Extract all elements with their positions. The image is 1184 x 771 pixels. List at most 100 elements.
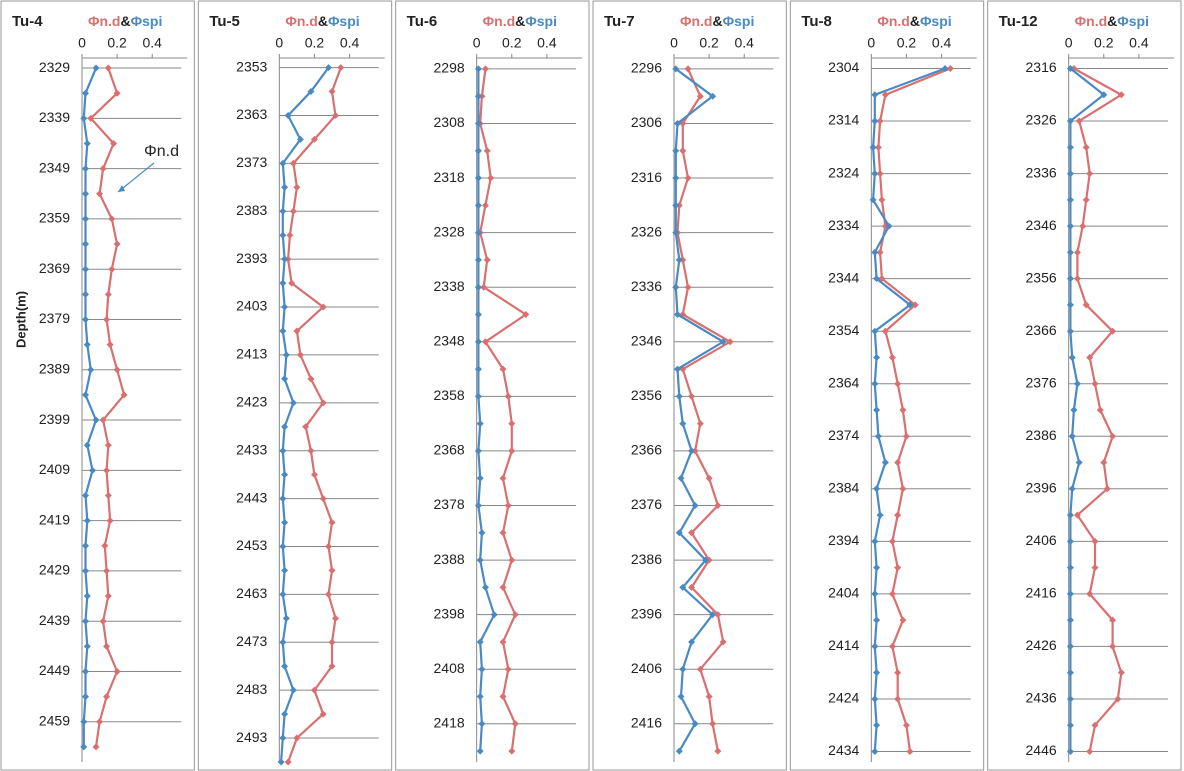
y-tick-label: 2316	[1026, 59, 1057, 75]
point-marker	[1066, 564, 1074, 572]
point-marker	[1066, 669, 1074, 677]
panel-title: Tu-4	[12, 13, 43, 30]
point-marker	[80, 743, 88, 751]
y-tick-label: 2453	[236, 537, 267, 553]
point-marker	[279, 638, 287, 646]
point-marker	[1066, 721, 1074, 729]
series-line	[871, 67, 946, 752]
y-tick-label: 2376	[1026, 374, 1057, 390]
y-tick-label: 2359	[39, 210, 70, 226]
point-marker	[281, 710, 289, 718]
point-marker	[684, 283, 692, 291]
point-marker	[104, 491, 112, 499]
point-marker	[899, 616, 907, 624]
point-marker	[92, 416, 100, 424]
point-marker	[279, 327, 287, 335]
point-marker	[284, 758, 292, 766]
point-marker	[82, 215, 90, 223]
point-marker	[1066, 275, 1074, 283]
point-marker	[483, 256, 491, 264]
legend: Φn.d&Φspi	[483, 13, 557, 29]
y-tick-label: 2396	[631, 605, 662, 621]
point-marker	[82, 491, 90, 499]
y-tick-label: 2336	[1026, 164, 1057, 180]
point-marker	[894, 669, 902, 677]
x-tick-label: 0.2	[1094, 35, 1114, 51]
y-tick-label: 2374	[828, 427, 859, 443]
point-marker	[279, 159, 287, 167]
point-marker	[688, 447, 696, 455]
point-marker	[289, 159, 297, 167]
y-tick-label: 2324	[828, 164, 859, 180]
point-marker	[279, 590, 287, 598]
point-marker	[1091, 721, 1099, 729]
series-line	[676, 68, 733, 752]
point-marker	[881, 459, 889, 467]
y-tick-label: 2368	[434, 442, 465, 458]
point-marker	[894, 564, 902, 572]
point-marker	[83, 139, 91, 147]
y-tick-label: 2326	[1026, 112, 1057, 128]
point-marker	[307, 447, 315, 455]
y-tick-label: 2436	[1026, 690, 1057, 706]
point-marker	[1066, 143, 1074, 151]
y-tick-label: 2409	[39, 461, 70, 477]
point-marker	[679, 665, 687, 673]
point-marker	[873, 669, 881, 677]
point-marker	[480, 283, 488, 291]
point-marker	[672, 201, 680, 209]
legend-entry: Φspi	[525, 13, 557, 29]
point-marker	[1096, 406, 1104, 414]
point-marker	[103, 567, 111, 575]
point-marker	[1082, 301, 1090, 309]
point-marker	[92, 743, 100, 751]
point-marker	[82, 693, 90, 701]
point-marker	[677, 693, 685, 701]
y-tick-label: 2348	[434, 332, 465, 348]
x-tick-label: 0	[473, 35, 481, 51]
point-marker	[332, 111, 340, 119]
point-marker	[284, 111, 292, 119]
point-marker	[871, 248, 879, 256]
y-tick-label: 2383	[236, 202, 267, 218]
point-marker	[478, 720, 486, 728]
legend-entry: Φspi	[723, 13, 755, 29]
point-marker	[113, 667, 121, 675]
point-marker	[296, 351, 304, 359]
point-marker	[871, 590, 879, 598]
point-marker	[499, 529, 507, 537]
legend-entry: Φn.d	[877, 13, 909, 29]
point-marker	[871, 642, 879, 650]
point-marker	[324, 64, 332, 72]
point-marker	[888, 642, 896, 650]
point-marker	[688, 583, 696, 591]
point-marker	[941, 65, 949, 73]
point-marker	[302, 423, 310, 431]
point-marker	[281, 255, 289, 263]
legend-separator: &	[515, 13, 525, 29]
point-marker	[474, 92, 482, 100]
y-tick-label: 2306	[631, 114, 662, 130]
point-marker	[113, 366, 121, 374]
point-marker	[1066, 222, 1074, 230]
point-marker	[474, 447, 482, 455]
point-marker	[281, 375, 289, 383]
series-line	[477, 68, 496, 752]
y-tick-label: 2418	[434, 715, 465, 731]
point-marker	[511, 720, 519, 728]
point-marker	[1066, 511, 1074, 519]
panel-title: Tu-7	[604, 13, 635, 30]
y-tick-label: 2403	[236, 298, 267, 314]
point-marker	[674, 310, 682, 318]
point-marker	[672, 147, 680, 155]
legend-separator: &	[1107, 13, 1117, 29]
point-marker	[871, 380, 879, 388]
point-marker	[293, 327, 301, 335]
point-marker	[101, 542, 109, 550]
point-marker	[688, 638, 696, 646]
point-marker	[874, 432, 882, 440]
y-tick-label: 2366	[631, 442, 662, 458]
point-marker	[476, 474, 484, 482]
